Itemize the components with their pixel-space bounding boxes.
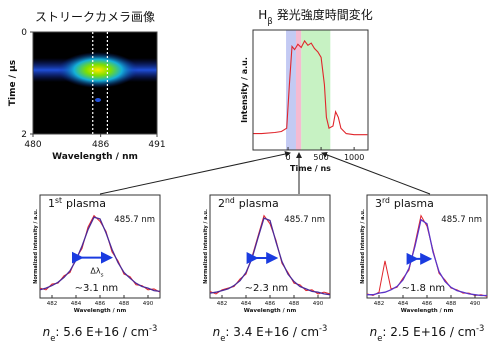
panel-title: 3rd plasma bbox=[375, 196, 434, 211]
plot-frame bbox=[366, 194, 488, 299]
density-label-part: -3 bbox=[476, 323, 484, 333]
y-axis-label: Intensity / a.u. bbox=[240, 57, 249, 123]
chart-title-part: β bbox=[267, 16, 272, 26]
streak-image bbox=[33, 32, 157, 134]
x-tick-label: 500 bbox=[313, 153, 328, 162]
y-axis-label: Normalized intensity / a.u. bbox=[33, 209, 39, 284]
fwhm-label: ∼3.1 nm bbox=[75, 283, 119, 294]
fwhm-label: ∼1.8 nm bbox=[402, 283, 446, 294]
x-tick-label: 484 bbox=[398, 301, 409, 307]
panel-title: 1st plasma bbox=[48, 196, 106, 211]
chart-title-part: H bbox=[258, 8, 267, 22]
width-symbol-part: s bbox=[101, 273, 104, 279]
x-tick-label: 490 bbox=[470, 301, 481, 307]
panel-title-part: st bbox=[55, 196, 62, 205]
width-symbol: Δλs bbox=[90, 267, 103, 279]
line bbox=[39, 216, 161, 293]
fwhm-label: ∼2.3 nm bbox=[245, 283, 289, 294]
x-tick-label: 486 bbox=[95, 301, 106, 307]
density-label-part: e bbox=[220, 333, 225, 342]
panel-title-part: plasma bbox=[239, 197, 279, 210]
density-label-part: : 3.4 E+16 / cm bbox=[225, 325, 319, 339]
panel-title-part: rd bbox=[382, 196, 390, 205]
panel-title: 2nd plasma bbox=[218, 196, 279, 211]
x-axis-label: Wavelength / nm bbox=[401, 308, 454, 314]
x-tick-label: 488 bbox=[289, 301, 300, 307]
x-tick-label: 480 bbox=[24, 140, 41, 150]
density-label-part: n bbox=[370, 325, 378, 339]
panel-title-part: plasma bbox=[66, 197, 106, 210]
region bbox=[286, 30, 296, 150]
x-tick-label: 490 bbox=[313, 301, 324, 307]
density-label-part: : 5.6 E+16 / cm bbox=[55, 325, 149, 339]
panel-title-part: nd bbox=[225, 196, 235, 205]
plot-frame bbox=[32, 31, 158, 135]
density-label: ne: 5.6 E+16 / cm-3 bbox=[43, 323, 158, 342]
x-tick-label: 1000 bbox=[344, 153, 364, 162]
x-axis-label: Time / ns bbox=[290, 164, 331, 173]
x-tick-label: 482 bbox=[217, 301, 228, 307]
x-tick-label: 482 bbox=[374, 301, 385, 307]
region bbox=[301, 30, 331, 150]
density-label: ne: 2.5 E+16 / cm-3 bbox=[370, 323, 485, 342]
y-tick-label: 2 bbox=[21, 130, 27, 140]
arrows bbox=[99, 151, 431, 195]
panel-title-part: 1 bbox=[48, 197, 55, 210]
density-label-part: -3 bbox=[319, 323, 327, 333]
x-tick-label: 490 bbox=[143, 301, 154, 307]
peak-label: 485.7 nm bbox=[441, 215, 482, 225]
chart-title: ストリークカメラ画像 bbox=[35, 10, 155, 24]
x-tick-label: 488 bbox=[119, 301, 130, 307]
x-tick-label: 486 bbox=[265, 301, 276, 307]
panel-title-part: plasma bbox=[394, 197, 434, 210]
peak-label: 485.7 nm bbox=[114, 215, 155, 225]
density-label-part: -3 bbox=[149, 323, 157, 333]
x-tick-label: 486 bbox=[92, 140, 109, 150]
plot-frame bbox=[252, 29, 369, 151]
density-label-part: : 2.5 E+16 / cm bbox=[382, 325, 476, 339]
y-tick-label: 0 bbox=[21, 28, 27, 38]
chart-title-part: 発光強度時間変化 bbox=[277, 7, 373, 22]
x-tick-label: 482 bbox=[47, 301, 58, 307]
line bbox=[367, 218, 487, 297]
line bbox=[209, 217, 331, 296]
density-label-part: e bbox=[377, 333, 382, 342]
y-axis-label: Normalized intensity / a.u. bbox=[360, 209, 366, 284]
x-axis-label: Wavelength / nm bbox=[244, 308, 297, 314]
width-symbol-part: Δλ bbox=[90, 267, 100, 276]
panel-title-part: 2 bbox=[218, 197, 225, 210]
x-tick-label: 486 bbox=[422, 301, 433, 307]
density-label-part: n bbox=[43, 325, 51, 339]
x-tick-label: 491 bbox=[148, 140, 165, 150]
y-axis-label: Time / μs bbox=[8, 60, 18, 106]
peak-label: 485.7 nm bbox=[284, 215, 325, 225]
x-tick-label: 484 bbox=[241, 301, 252, 307]
y-axis-label: Normalized intensity / a.u. bbox=[203, 209, 209, 284]
panel-title-part: 3 bbox=[375, 197, 382, 210]
x-tick-label: 0 bbox=[285, 153, 290, 162]
region bbox=[295, 30, 302, 150]
density-label-part: n bbox=[213, 325, 221, 339]
x-tick-label: 484 bbox=[71, 301, 82, 307]
plot-frame bbox=[209, 194, 331, 299]
x-tick-label: 488 bbox=[446, 301, 457, 307]
line bbox=[253, 39, 368, 136]
chart-title: Hβ 発光強度時間変化 bbox=[258, 7, 372, 26]
density-label: ne: 3.4 E+16 / cm-3 bbox=[213, 323, 328, 342]
x-axis-label: Wavelength / nm bbox=[52, 152, 138, 162]
x-axis-label: Wavelength / nm bbox=[74, 308, 127, 314]
density-label-part: e bbox=[50, 333, 55, 342]
